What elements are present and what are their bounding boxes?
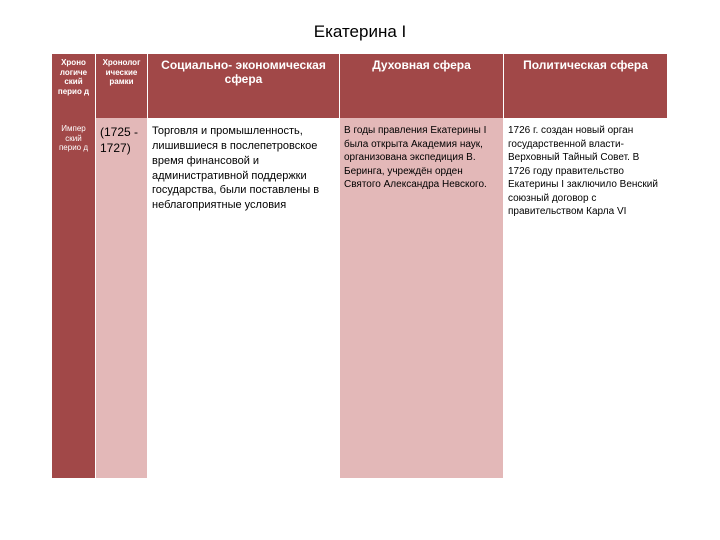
header-col-chrono-range: Хронолог ические рамки <box>96 54 148 118</box>
cell-political: 1726 г. создан новый орган государственн… <box>504 118 668 478</box>
header-col-socio: Социально- экономическая сфера <box>148 54 340 118</box>
cell-socio: Торговля и промышленность, лишившиеся в … <box>148 118 340 478</box>
header-col-political: Политическая сфера <box>504 54 668 118</box>
row-label: Импер ский перио д <box>52 118 96 478</box>
cell-chrono: (1725 - 1727) <box>96 118 148 478</box>
cell-spiritual: В годы правления Екатерины I была открыт… <box>340 118 504 478</box>
page-title: Екатерина I <box>0 0 720 54</box>
data-table: Хроно логиче ский перио д Хронолог ическ… <box>52 54 668 478</box>
header-col-chrono-period: Хроно логиче ский перио д <box>52 54 96 118</box>
header-col-spiritual: Духовная сфера <box>340 54 504 118</box>
